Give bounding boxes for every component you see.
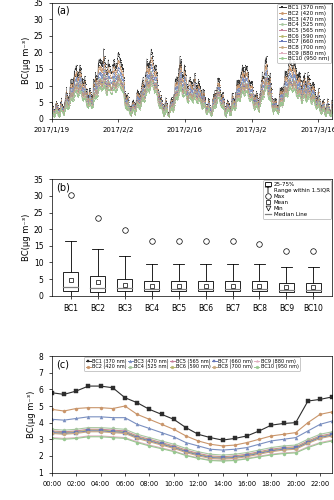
Bar: [306, 283, 321, 292]
Legend: 25-75%, Range within 1.5IQR, Max, Mean, Min, Median Line: 25-75%, Range within 1.5IQR, Max, Mean, …: [263, 180, 331, 219]
Legend: BC1 (370 nm), BC2 (420 nm), BC3 (470 nm), BC4 (525 nm), BC5 (565 nm), BC6 (590 n: BC1 (370 nm), BC2 (420 nm), BC3 (470 nm)…: [278, 4, 331, 63]
Bar: [63, 272, 78, 290]
Bar: [117, 279, 132, 290]
Bar: [279, 283, 294, 292]
Text: (c): (c): [56, 360, 69, 370]
Bar: [252, 282, 267, 291]
Text: (a): (a): [56, 6, 69, 16]
Bar: [144, 280, 159, 290]
Bar: [90, 276, 105, 291]
Legend: BC1 (370 nm), BC2 (420 nm), BC3 (470 nm), BC4 (525 nm), BC5 (565 nm), BC6 (590 n: BC1 (370 nm), BC2 (420 nm), BC3 (470 nm)…: [84, 357, 300, 371]
Text: (b): (b): [56, 183, 70, 193]
Bar: [225, 280, 240, 291]
Y-axis label: BC(μg m⁻³): BC(μg m⁻³): [22, 37, 31, 84]
Y-axis label: BC(μg m⁻³): BC(μg m⁻³): [22, 214, 31, 261]
Bar: [171, 280, 186, 290]
Bar: [198, 280, 213, 291]
Y-axis label: BC(μg m⁻³): BC(μg m⁻³): [27, 390, 36, 438]
